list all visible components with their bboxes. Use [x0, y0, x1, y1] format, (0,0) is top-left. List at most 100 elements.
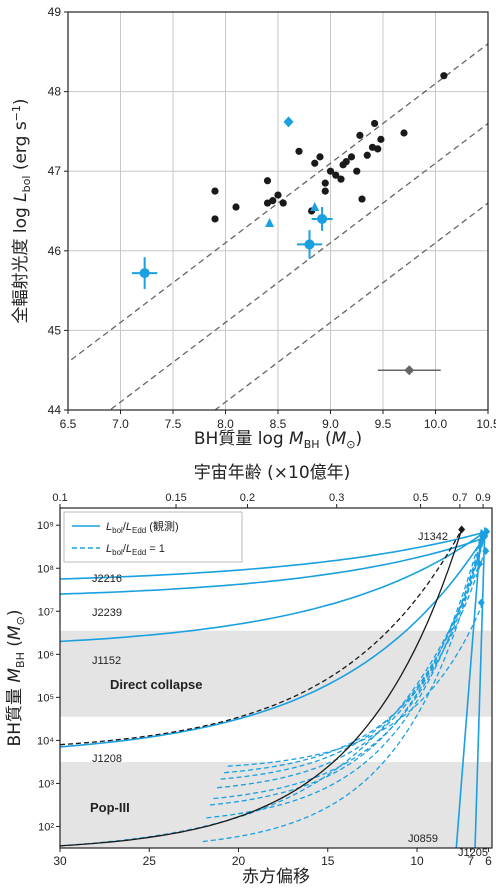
- bottom-x-tick-label: 20: [232, 854, 246, 868]
- bottom-top-tick-label: 0.15: [165, 492, 186, 504]
- top-x-tick-label: 9.0: [322, 417, 339, 431]
- black-point: [358, 195, 366, 203]
- eddington-track: [227, 602, 484, 767]
- bottom-x-tick-label: 30: [53, 854, 67, 868]
- black-point: [332, 171, 340, 179]
- j1342-eddington-track: [60, 529, 463, 746]
- endpoint-marker: [477, 598, 485, 607]
- eddington-track: [202, 529, 486, 843]
- blue-point: [304, 239, 315, 250]
- steep-track-j0859: [455, 529, 483, 848]
- top-y-axis-label: 全輻射光度 log Lbol (erg s−1): [10, 98, 33, 323]
- top-y-ticks: 44 45 46 47 48 49: [48, 5, 68, 417]
- bottom-y-axis-label: BH質量 MBH (M⊙): [5, 610, 27, 747]
- top-x-tick-label: 7.0: [112, 417, 129, 431]
- black-points: [211, 72, 448, 223]
- endpoint-marker: [482, 547, 490, 556]
- top-y-tick-label: 45: [48, 323, 62, 337]
- black-point: [269, 197, 277, 205]
- top-grid: [68, 12, 488, 410]
- top-x-tick-label: 6.5: [60, 417, 77, 431]
- top-x-tick-label: 9.5: [375, 417, 392, 431]
- top-x-tick-label: 8.0: [217, 417, 234, 431]
- j1342-observed-track: [60, 529, 463, 847]
- legend-dashed-label: Lbol/LEdd = 1: [106, 543, 165, 557]
- bottom-x-tick-label: 6: [485, 854, 492, 868]
- top-y-tick-label: 48: [48, 85, 62, 99]
- eddington-line: [68, 43, 488, 364]
- black-point: [371, 119, 379, 128]
- blue-points: [132, 116, 333, 290]
- shaded-regions: [60, 630, 492, 848]
- black-point: [356, 131, 364, 139]
- direct-collapse-label: Direct collapse: [110, 677, 203, 692]
- observed-track-j2239: [60, 537, 485, 595]
- eddington-track: [206, 531, 484, 819]
- blue-triangle: [310, 202, 320, 212]
- bottom-x-ticks: 30 25 20 15 10 7 6: [53, 848, 492, 868]
- label-j1342: J1342: [418, 531, 448, 543]
- top-x-ticks: 6.5 7.0 7.5 8.0 8.5 9.0 9.5 10.0 10.5: [60, 410, 496, 431]
- bottom-x-tick-label: 25: [143, 854, 157, 868]
- label-j2216: J2216: [92, 573, 122, 585]
- black-point: [321, 179, 329, 187]
- top-x-tick-label: 8.5: [270, 417, 287, 431]
- bottom-y-ticks: 10² 10³ 10⁴ 10⁵ 10⁶ 10⁷ 10⁸ 10⁹: [37, 520, 60, 833]
- legend: Lbol/LEdd (観測) Lbol/LEdd = 1: [63, 511, 243, 563]
- legend-box: [63, 511, 243, 563]
- bottom-y-tick-label: 10⁶: [37, 649, 54, 661]
- bottom-y-tick-label: 10⁵: [37, 692, 54, 704]
- blue-point: [317, 213, 328, 224]
- endpoint-markers: [458, 525, 491, 607]
- bottom-y-tick-label: 10⁸: [37, 563, 54, 575]
- black-point: [274, 191, 282, 199]
- top-x-axis-label: BH質量 log MBH (M⊙): [194, 429, 362, 451]
- label-j1208: J1208: [92, 753, 122, 765]
- top-axis-label: 宇宙年齢 (×10億年): [194, 463, 351, 483]
- endpoint-marker: [476, 559, 484, 568]
- eddington-track: [220, 546, 482, 780]
- ref-diamond: [404, 365, 415, 376]
- black-point: [321, 187, 329, 195]
- black-point: [363, 151, 371, 159]
- black-point: [263, 177, 272, 185]
- bottom-y-tick-label: 10²: [38, 821, 54, 833]
- endpoint-marker: [479, 534, 487, 543]
- black-point: [377, 135, 385, 143]
- black-point: [279, 199, 287, 207]
- j1342-marker: [458, 525, 466, 534]
- bottom-top-tick-label: 0.7: [452, 492, 467, 504]
- black-point: [326, 167, 335, 175]
- label-j2239: J2239: [92, 607, 122, 619]
- bottom-top-tick-label: 0.9: [475, 492, 490, 504]
- bottom-y-tick-label: 10⁹: [37, 520, 54, 532]
- top-x-tick-label: 10.0: [424, 417, 448, 431]
- label-j1152: J1152: [92, 655, 121, 667]
- black-point: [295, 147, 303, 155]
- black-point: [232, 203, 240, 211]
- black-point: [400, 129, 408, 137]
- bottom-x-tick-label: 15: [321, 854, 335, 868]
- bottom-top-tick-label: 0.2: [240, 492, 255, 504]
- black-point: [337, 175, 345, 183]
- legend-solid-label: Lbol/LEdd (観測): [106, 519, 179, 535]
- observed-track-j1152: [60, 533, 483, 643]
- black-point: [440, 72, 448, 80]
- black-point: [353, 167, 361, 175]
- label-j0859: J0859: [408, 833, 438, 845]
- steep-tracks: [455, 527, 486, 848]
- eddington-track: [60, 563, 481, 847]
- blue-diamond: [283, 116, 294, 128]
- label-j1205: J1205: [458, 847, 488, 859]
- blue-triangle: [265, 217, 275, 227]
- black-point: [316, 153, 324, 161]
- black-point: [211, 187, 219, 195]
- black-point: [211, 215, 219, 223]
- steep-track-j1205: [474, 527, 486, 848]
- observed-track-j2216: [60, 530, 487, 580]
- pop-iii-label: Pop-III: [90, 800, 130, 815]
- bottom-x-tick-label: 10: [410, 854, 424, 868]
- observed-track-j1208: [60, 535, 486, 748]
- blue-point: [139, 268, 150, 279]
